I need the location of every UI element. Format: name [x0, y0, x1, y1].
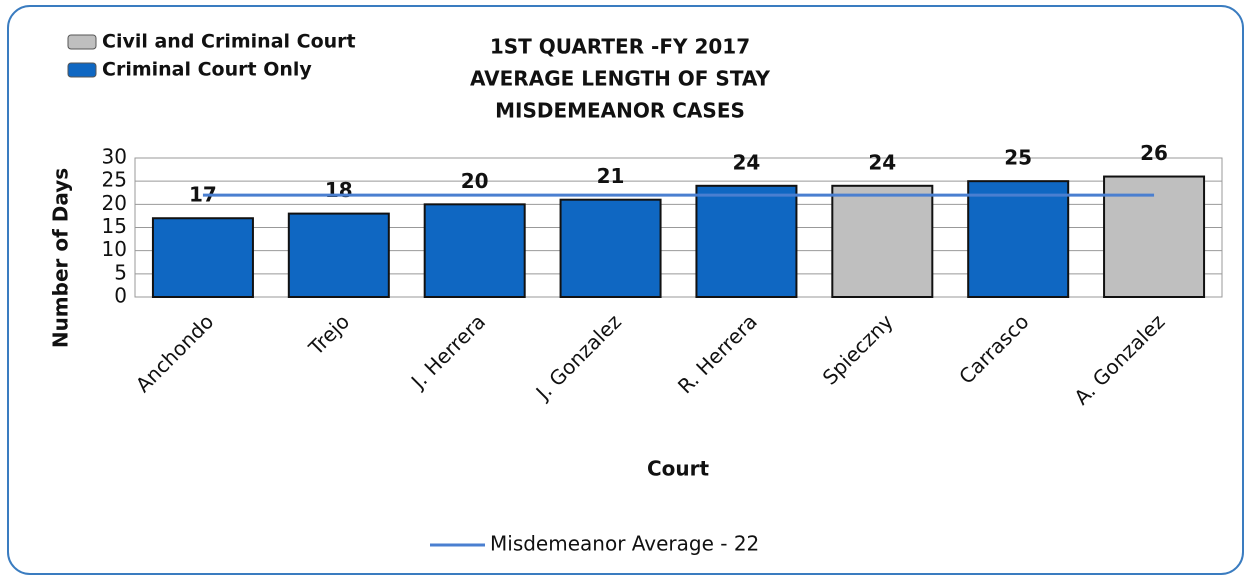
legend-label: Misdemeanor Average - 22	[490, 532, 759, 556]
legend-swatch	[67, 34, 97, 50]
chart-title: AVERAGE LENGTH OF STAY	[470, 67, 770, 91]
legend-label: Criminal Court Only	[102, 59, 312, 81]
bar	[423, 203, 526, 298]
data-label: 24	[868, 150, 896, 174]
data-label: 26	[1140, 141, 1168, 165]
y-axis-label: Number of Days	[49, 168, 73, 348]
y-tick-label: 30	[102, 145, 127, 169]
data-label: 21	[597, 164, 625, 188]
chart-title: MISDEMEANOR CASES	[495, 99, 745, 123]
data-label: 25	[1004, 146, 1032, 170]
y-tick-label: 5	[114, 260, 127, 284]
data-label: 20	[461, 169, 489, 193]
legend-label: Civil and Criminal Court	[102, 31, 356, 53]
bar	[151, 217, 254, 299]
bar	[287, 212, 390, 299]
y-tick-label: 25	[102, 168, 127, 192]
bar	[967, 180, 1070, 299]
bar	[695, 184, 798, 298]
y-tick-label: 20	[102, 191, 127, 215]
data-label: 24	[733, 150, 761, 174]
bar	[831, 184, 934, 298]
bar	[1103, 175, 1206, 299]
legend-swatch	[67, 62, 97, 78]
data-label: 18	[325, 178, 353, 202]
bar	[559, 198, 662, 298]
y-tick-label: 10	[102, 237, 127, 261]
chart-title: 1ST QUARTER -FY 2017	[490, 35, 750, 59]
x-axis-label: Court	[647, 457, 710, 481]
y-tick-label: 0	[114, 284, 127, 308]
y-tick-label: 15	[102, 214, 127, 238]
